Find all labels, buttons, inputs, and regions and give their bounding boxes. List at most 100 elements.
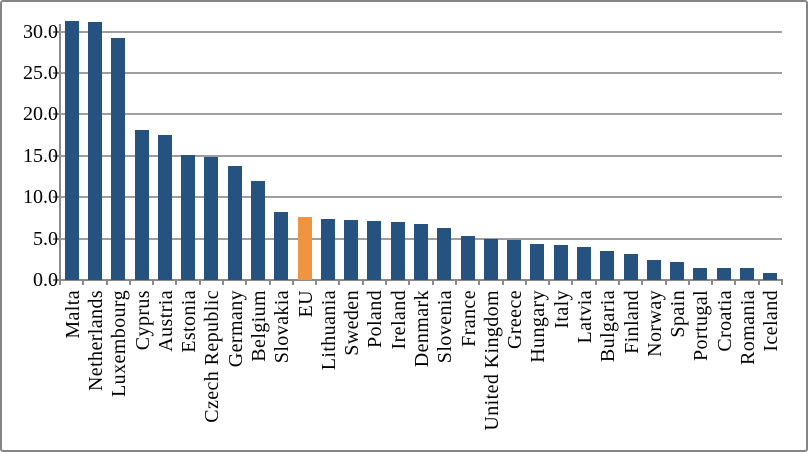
x-category-label-united-kingdom: United Kingdom — [480, 290, 503, 431]
bar-cyprus — [134, 130, 149, 280]
gridline-10 — [60, 196, 782, 199]
x-tick — [408, 280, 411, 285]
bar-denmark — [414, 223, 428, 280]
plot-area — [53, 20, 783, 285]
bar-lithuania — [320, 218, 335, 280]
x-category-label-france: France — [457, 290, 480, 347]
bar-sweden — [344, 220, 359, 280]
gridline-25 — [60, 72, 782, 74]
x-tick — [385, 280, 388, 285]
bar-finland — [623, 253, 638, 280]
x-tick — [152, 280, 155, 285]
x-tick — [571, 280, 574, 285]
y-tick-15 — [53, 154, 60, 157]
y-tick-label: 0.0 — [33, 269, 58, 291]
bar-czech-republic — [204, 156, 219, 280]
bar-slovenia — [437, 227, 452, 280]
x-tick — [734, 280, 737, 285]
bar-spain — [670, 261, 685, 280]
bar-netherlands — [87, 21, 102, 280]
bar-germany — [227, 165, 242, 280]
bar-hungary — [530, 243, 545, 280]
x-tick — [454, 280, 457, 285]
x-tick — [757, 280, 760, 285]
x-category-label-slovakia: Slovakia — [271, 290, 294, 364]
x-category-label-czech-republic: Czech Republic — [201, 290, 224, 423]
x-category-label-norway: Norway — [643, 290, 666, 357]
bar-portugal — [693, 267, 708, 280]
x-category-label-iceland: Iceland — [760, 290, 783, 352]
x-category-label-germany: Germany — [224, 290, 247, 368]
x-tick — [548, 280, 551, 285]
x-category-label-malta: Malta — [61, 290, 84, 339]
x-tick — [641, 280, 644, 285]
y-tick-label: 10.0 — [23, 186, 58, 209]
x-category-label-romania: Romania — [737, 290, 760, 366]
x-category-label-italy: Italy — [550, 290, 573, 329]
x-category-label-austria: Austria — [154, 290, 177, 352]
bar-iceland — [763, 272, 778, 280]
bar-italy — [553, 245, 568, 280]
x-category-label-belgium: Belgium — [247, 290, 270, 362]
bar-latvia — [577, 246, 592, 280]
y-tick-25 — [53, 72, 60, 74]
y-tick-5 — [53, 237, 60, 240]
y-tick-label: 5.0 — [33, 227, 58, 250]
x-category-label-netherlands: Netherlands — [84, 290, 107, 392]
bar-luxembourg — [111, 38, 126, 280]
y-tick-label: 20.0 — [23, 103, 58, 126]
x-category-label-denmark: Denmark — [411, 290, 433, 368]
x-tick — [59, 280, 61, 285]
x-tick — [687, 280, 690, 285]
x-tick — [245, 280, 248, 285]
x-tick — [594, 280, 597, 285]
y-tick-0 — [53, 279, 60, 281]
bar-eu — [297, 217, 312, 280]
x-category-label-lithuania: Lithuania — [317, 290, 340, 371]
x-tick — [268, 280, 271, 285]
x-tick — [82, 280, 85, 285]
x-tick — [711, 280, 714, 285]
x-tick — [501, 280, 504, 285]
x-category-label-portugal: Portugal — [690, 290, 713, 361]
bar-romania — [740, 268, 755, 280]
bar-malta — [64, 20, 79, 280]
bar-croatia — [716, 268, 731, 280]
x-tick — [431, 280, 434, 285]
x-tick — [175, 280, 178, 285]
x-axis-line — [59, 279, 783, 281]
y-tick-10 — [53, 196, 60, 199]
x-category-label-ireland: Ireland — [387, 290, 410, 350]
x-category-label-croatia: Croatia — [713, 290, 736, 352]
bar-slovakia — [274, 212, 289, 280]
bar-greece — [507, 240, 522, 280]
x-category-label-luxembourg: Luxembourg — [108, 290, 131, 397]
x-tick — [105, 280, 108, 285]
x-tick — [617, 280, 620, 285]
bar-belgium — [250, 180, 265, 280]
x-category-label-finland: Finland — [620, 290, 643, 354]
x-category-label-hungary: Hungary — [527, 290, 550, 363]
bar-estonia — [181, 154, 196, 280]
x-tick — [222, 280, 225, 285]
x-category-label-spain: Spain — [667, 290, 690, 338]
x-tick — [291, 280, 294, 285]
x-category-label-cyprus: Cyprus — [131, 290, 154, 351]
gridline-15 — [60, 154, 782, 157]
x-category-label-greece: Greece — [504, 290, 527, 350]
bar-france — [460, 236, 475, 280]
y-tick-label: 25.0 — [23, 61, 58, 84]
x-category-label-sweden: Sweden — [341, 290, 364, 356]
x-tick — [664, 280, 667, 285]
x-category-label-slovenia: Slovenia — [434, 290, 457, 364]
x-category-label-poland: Poland — [364, 290, 387, 348]
y-tick-20 — [53, 113, 60, 116]
x-category-label-bulgaria: Bulgaria — [597, 290, 620, 363]
x-tick — [338, 280, 341, 285]
y-tick-label: 30.0 — [23, 20, 58, 43]
x-tick — [128, 280, 131, 285]
y-axis-line — [59, 24, 61, 281]
gridline-20 — [60, 113, 782, 116]
x-tick — [781, 280, 783, 285]
